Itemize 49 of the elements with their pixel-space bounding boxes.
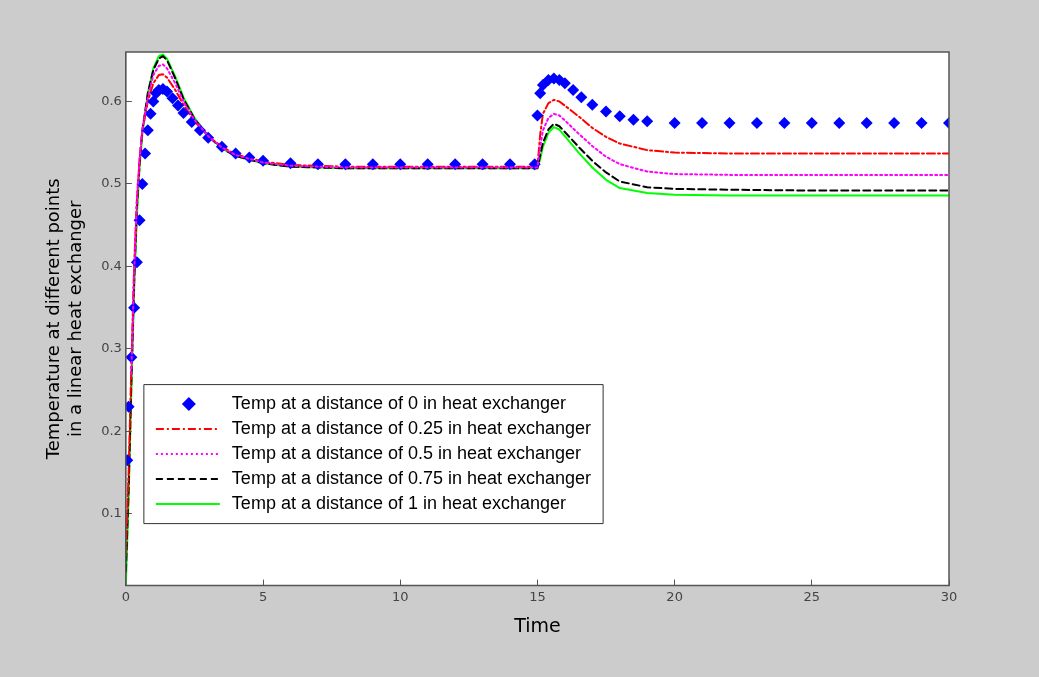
point [805, 116, 818, 129]
point [139, 147, 152, 160]
point [144, 107, 157, 120]
point [177, 107, 190, 120]
line-series [130, 63, 949, 375]
point [696, 116, 709, 129]
point [133, 214, 146, 227]
legend-label: Temp at a distance of 0.25 in heat exchanger [231, 418, 592, 439]
x-tick-label: 10 [391, 588, 409, 604]
point [778, 116, 791, 129]
point [641, 115, 654, 128]
x-axis-title: Time [513, 613, 561, 636]
x-tick-label: 20 [666, 588, 683, 604]
x-tick-label: 15 [529, 588, 546, 604]
point [534, 87, 547, 100]
x-tick-label: 25 [803, 588, 821, 604]
point [860, 116, 873, 129]
x-tick-label: 30 [940, 588, 958, 604]
point [536, 78, 549, 91]
point [750, 116, 763, 129]
point [915, 116, 928, 129]
y-tick-label: 0.1 [101, 505, 122, 521]
point [627, 113, 640, 126]
point [575, 91, 588, 104]
point [668, 116, 681, 129]
point [567, 83, 580, 96]
point [166, 92, 179, 105]
point [600, 105, 613, 118]
point [586, 98, 599, 111]
legend-label: Temp at a distance of 0.5 in heat exchanger [231, 443, 582, 464]
point [172, 99, 185, 112]
y-axis-title: Temperature at different points in a linear heat exchanger [42, 178, 86, 461]
point [723, 116, 736, 129]
point [613, 110, 626, 123]
legend-label: Temp at a distance of 0.75 in heat exchanger [231, 468, 592, 489]
y-tick-label: 0.4 [101, 257, 122, 273]
y-tick-label: 0.6 [101, 92, 122, 108]
point [531, 109, 544, 122]
point [888, 116, 901, 129]
y-tick-label: 0.5 [101, 175, 122, 191]
legend-label: Temp at a distance of 0 in heat exchanger [231, 393, 567, 414]
x-tick-label: 0 [121, 588, 131, 604]
point [141, 124, 154, 137]
point [147, 95, 160, 108]
x-tick-label: 5 [258, 588, 268, 604]
y-tick-label: 0.3 [101, 340, 122, 356]
y-tick-label: 0.2 [101, 422, 122, 438]
point [833, 116, 846, 129]
legend-label: Temp at a distance of 1 in heat exchanger [231, 493, 567, 514]
